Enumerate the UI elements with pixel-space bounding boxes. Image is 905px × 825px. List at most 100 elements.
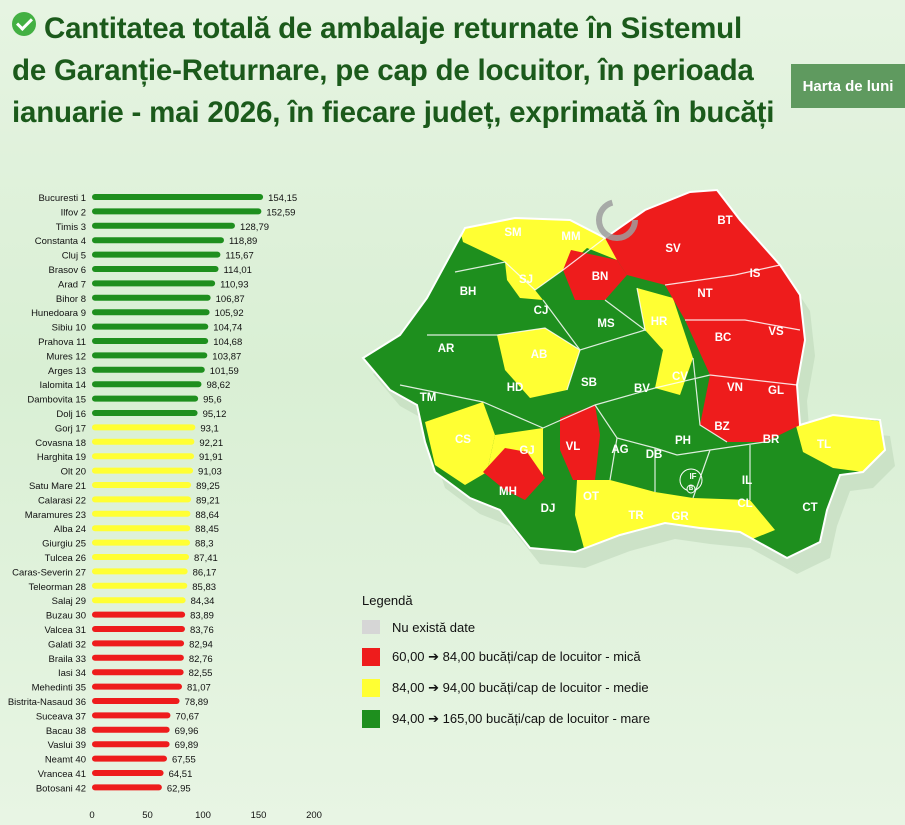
region-hr-cv — [637, 288, 693, 395]
category-label: Olt 20 — [61, 467, 86, 478]
category-label: Satu Mare 21 — [29, 481, 86, 492]
value-label: 106,87 — [216, 294, 245, 305]
bar — [92, 654, 184, 661]
county-label-tm: TM — [420, 392, 437, 404]
region-sm-mm — [455, 210, 625, 290]
bar — [92, 438, 195, 445]
value-label: 115,67 — [225, 251, 253, 262]
county-label-vs: VS — [768, 326, 784, 338]
value-label: 88,45 — [195, 524, 219, 535]
bar — [92, 424, 196, 431]
county-label-ar: AR — [438, 343, 455, 355]
county-label-bc: BC — [715, 332, 732, 344]
value-label: 110,93 — [220, 279, 248, 290]
legend-swatch-high — [362, 710, 380, 728]
bar — [92, 338, 209, 344]
region-bn — [563, 250, 627, 300]
legend-item-low: 60,00 ➔ 84,00 bucăți/cap de locuitor - m… — [362, 645, 650, 669]
category-label: Bucuresti 1 — [38, 193, 86, 204]
category-label: Covasna 18 — [35, 438, 86, 449]
bar-chart: Bucuresti 1 154,15 Ilfov 2 152,59 Timis 3 128… — [8, 193, 322, 821]
category-label: Galati 32 — [48, 639, 86, 650]
legend-label-high: 94,00 ➔ 165,00 bucăți/cap de locuitor - … — [392, 711, 651, 726]
category-label: Dolj 16 — [56, 409, 86, 420]
value-label: 85,83 — [192, 582, 216, 593]
legend-label-low: 60,00 ➔ 84,00 bucăți/cap de locuitor - m… — [392, 649, 641, 664]
loading-spinner-icon — [596, 199, 638, 241]
legend: Legendă Nu există date 60,00 ➔ 84,00 buc… — [362, 593, 650, 738]
county-label-gl: GL — [768, 385, 784, 397]
county-label-tl: TL — [817, 439, 831, 451]
region-vl — [560, 405, 600, 480]
county-label-bh: BH — [460, 286, 477, 298]
bar — [92, 698, 180, 704]
value-label: 95,12 — [203, 409, 227, 420]
category-label: Arges 13 — [48, 366, 86, 377]
bar — [92, 237, 224, 244]
region-cs — [425, 402, 495, 485]
county-label-cl: CL — [737, 498, 752, 510]
bar — [92, 597, 186, 604]
value-label: 154,15 — [268, 193, 297, 204]
county-label-sb: SB — [581, 377, 597, 389]
category-label: Cluj 5 — [62, 251, 86, 262]
value-label: 81,07 — [187, 683, 211, 694]
category-label: Iasi 34 — [58, 668, 86, 679]
category-label: Tulcea 26 — [45, 553, 86, 564]
county-label-sj: SJ — [519, 274, 533, 286]
bar — [92, 626, 185, 632]
category-label: Calarasi 22 — [38, 495, 86, 506]
value-label: 88,64 — [195, 510, 219, 521]
county-label-hr: HR — [651, 316, 668, 328]
category-label: Teleorman 28 — [28, 582, 86, 593]
legend-swatch-medium — [362, 679, 380, 697]
legend-label-nodata: Nu există date — [392, 619, 476, 635]
value-label: 88,3 — [195, 539, 214, 550]
category-label: Mehedinti 35 — [32, 683, 86, 694]
value-label: 83,89 — [190, 611, 214, 622]
category-label: Maramures 23 — [25, 510, 86, 521]
category-label: Hunedoara 9 — [31, 308, 86, 319]
value-label: 82,76 — [189, 654, 213, 665]
value-label: 104,74 — [213, 323, 242, 334]
county-label-b: B — [689, 486, 694, 492]
bar — [92, 554, 190, 560]
bar — [92, 266, 219, 272]
category-label: Sibiu 10 — [52, 323, 86, 334]
category-label: Bihor 8 — [56, 294, 86, 305]
county-label-il: IL — [742, 475, 752, 487]
county-label-cv: CV — [672, 371, 688, 383]
bar — [92, 381, 202, 388]
bar — [92, 410, 198, 416]
region-ab — [497, 328, 580, 398]
bar — [92, 496, 192, 503]
county-label-bz: BZ — [714, 421, 729, 433]
region-tl — [795, 415, 885, 472]
county-label-br: BR — [763, 434, 780, 446]
value-label: 84,34 — [191, 596, 215, 607]
value-label: 95,6 — [203, 395, 222, 406]
bar — [92, 251, 221, 258]
bar — [92, 352, 208, 359]
check-circle-icon — [12, 12, 36, 36]
bar — [92, 741, 170, 748]
x-tick-label: 150 — [251, 810, 267, 821]
county-label-is: IS — [750, 268, 761, 280]
legend-item-nodata: Nu există date — [362, 618, 650, 636]
county-label-bn: BN — [592, 271, 609, 283]
category-label: Braila 33 — [49, 654, 87, 665]
category-label: Constanta 4 — [35, 236, 86, 247]
category-label: Valcea 31 — [44, 625, 86, 636]
monthly-map-button[interactable]: Harta de luni — [791, 64, 905, 108]
category-label: Ilfov 2 — [61, 207, 86, 218]
value-label: 82,94 — [189, 639, 213, 650]
county-label-ph: PH — [675, 435, 691, 447]
bar — [92, 366, 205, 373]
category-label: Salaj 29 — [52, 596, 86, 607]
map-outline — [361, 188, 887, 560]
category-label: Bacau 38 — [46, 726, 86, 737]
value-label: 89,25 — [196, 481, 220, 492]
category-label: Caras-Severin 27 — [12, 567, 86, 578]
x-tick-label: 100 — [195, 810, 211, 821]
